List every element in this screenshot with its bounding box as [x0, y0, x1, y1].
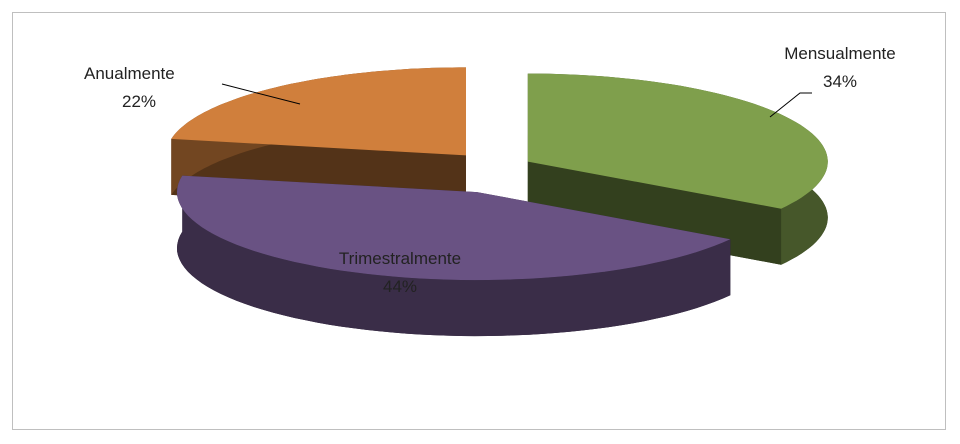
pie — [171, 67, 828, 337]
value-label: 44% — [382, 277, 418, 296]
slice-top — [177, 175, 731, 281]
value-label: 34% — [822, 72, 858, 91]
category-label: Mensualmente — [784, 44, 896, 63]
slice-label: Trimestralmente 44% — [330, 245, 470, 301]
slice-top — [171, 67, 467, 156]
slice-top — [527, 73, 828, 209]
chart-frame — [12, 12, 946, 430]
value-label: 22% — [122, 92, 157, 111]
leader-line — [221, 83, 301, 105]
category-label: Trimestralmente — [338, 249, 462, 268]
slice-wall — [177, 175, 731, 337]
slice — [177, 175, 731, 337]
category-label: Anualmente — [84, 64, 175, 83]
slice-label: Mensualmente 34% — [740, 40, 940, 96]
slice-label: Anualmente 22% — [40, 60, 240, 116]
leader-line — [769, 92, 812, 118]
